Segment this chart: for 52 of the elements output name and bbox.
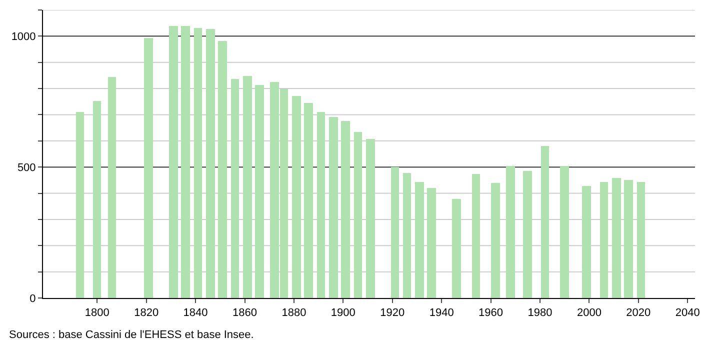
- bar: [415, 182, 424, 298]
- x-tick-label: 1820: [134, 307, 159, 320]
- bar: [523, 171, 532, 298]
- bar: [169, 26, 178, 298]
- bar: [560, 166, 569, 298]
- bar: [329, 117, 338, 298]
- bar: [292, 96, 301, 298]
- bar: [341, 121, 350, 298]
- bar: [366, 139, 375, 298]
- bar: [144, 38, 153, 298]
- bar: [194, 28, 202, 298]
- bar: [243, 76, 252, 298]
- bar: [472, 174, 480, 298]
- bar: [403, 173, 411, 298]
- x-tick-label: 1800: [84, 307, 110, 320]
- y-tick-label: 1000: [11, 31, 36, 44]
- x-tick-label: 1880: [282, 307, 306, 320]
- x-tick-label: 1920: [380, 307, 405, 320]
- bar: [427, 188, 436, 298]
- x-tick-label: 1960: [478, 307, 504, 320]
- bar: [206, 29, 215, 298]
- x-tick-label: 1940: [429, 307, 454, 320]
- x-tick-label: 1980: [528, 307, 552, 320]
- x-tick-label: 1900: [330, 307, 356, 320]
- source-note: Sources : base Cassini de l'EHESS et base Insee.: [9, 329, 254, 340]
- bar: [231, 79, 239, 298]
- bar: [76, 112, 84, 298]
- bar: [600, 182, 608, 298]
- x-tick-label: 1840: [183, 307, 208, 320]
- bar: [93, 101, 101, 298]
- bar: [391, 167, 399, 298]
- x-tick-label: 1860: [232, 307, 257, 320]
- bar: [181, 26, 190, 298]
- x-tick-label: 2020: [626, 307, 651, 320]
- bar: [637, 182, 645, 298]
- bar: [218, 41, 227, 298]
- y-tick-label: 0: [30, 292, 36, 305]
- x-tick-label: 2040: [675, 307, 700, 320]
- bar: [304, 103, 313, 298]
- bar: [452, 199, 461, 298]
- bar: [317, 112, 325, 298]
- bar: [108, 77, 116, 298]
- bar: [624, 180, 633, 298]
- bar: [582, 186, 591, 298]
- bar: [506, 166, 515, 298]
- y-tick-label: 500: [17, 162, 36, 174]
- bar: [255, 85, 264, 298]
- bar: [354, 132, 362, 298]
- bar: [612, 178, 621, 298]
- bar: [491, 183, 500, 298]
- x-tick-label: 2000: [576, 307, 602, 320]
- bar: [541, 146, 549, 298]
